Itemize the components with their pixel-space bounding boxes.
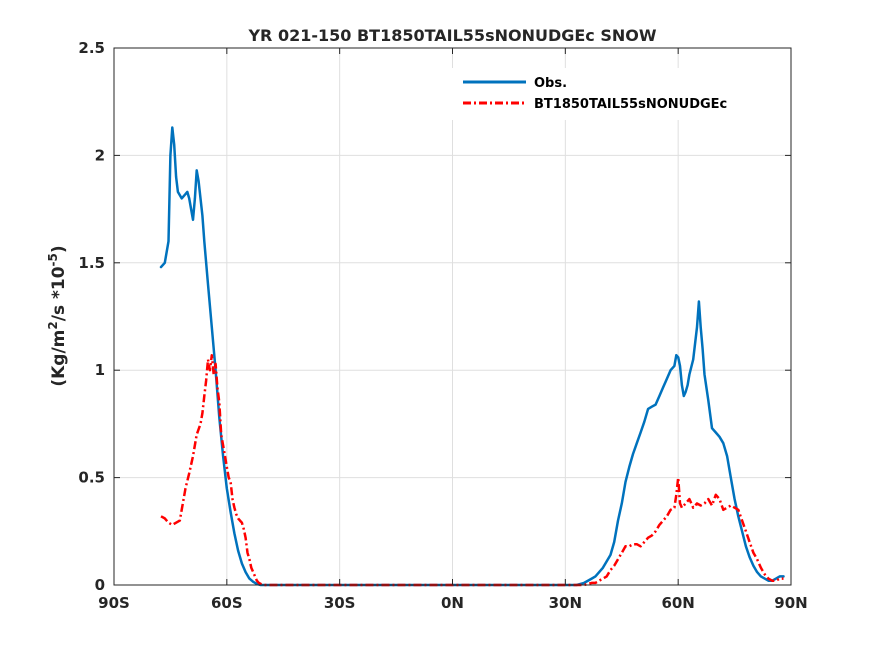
x-tick-label: 90N bbox=[774, 594, 807, 612]
y-tick-label: 1 bbox=[95, 361, 105, 379]
x-tick-label: 30S bbox=[324, 594, 356, 612]
y-tick-label: 1.5 bbox=[78, 254, 105, 272]
x-tick-label: 30N bbox=[549, 594, 582, 612]
x-tick-label: 60N bbox=[661, 594, 694, 612]
x-tick-label: 60S bbox=[211, 594, 243, 612]
series-line-obs bbox=[159, 126, 785, 587]
x-tick-label: 0N bbox=[441, 594, 464, 612]
legend: Obs. BT1850TAIL55sNONUDGEc bbox=[452, 68, 770, 120]
y-tick-label: 0 bbox=[95, 576, 105, 594]
y-tick-label: 2 bbox=[95, 146, 105, 164]
legend-label-model: BT1850TAIL55sNONUDGEc bbox=[534, 97, 727, 112]
series-layer bbox=[159, 126, 785, 587]
legend-background bbox=[452, 68, 770, 120]
ticks: 90S 60S 30S 0N 30N 60N 90N 0 0.5 1 1.5 2 2.5 bbox=[78, 39, 807, 612]
y-axis-label: (Kg/m2/s *10-5) bbox=[46, 245, 69, 386]
y-tick-label: 2.5 bbox=[78, 39, 105, 57]
chart-title: YR 021-150 BT1850TAIL55sNONUDGEc SNOW bbox=[247, 26, 656, 45]
y-tick-label: 0.5 bbox=[78, 469, 105, 487]
legend-label-obs: Obs. bbox=[534, 76, 567, 91]
x-tick-label: 90S bbox=[98, 594, 130, 612]
series-line-model bbox=[160, 353, 784, 587]
